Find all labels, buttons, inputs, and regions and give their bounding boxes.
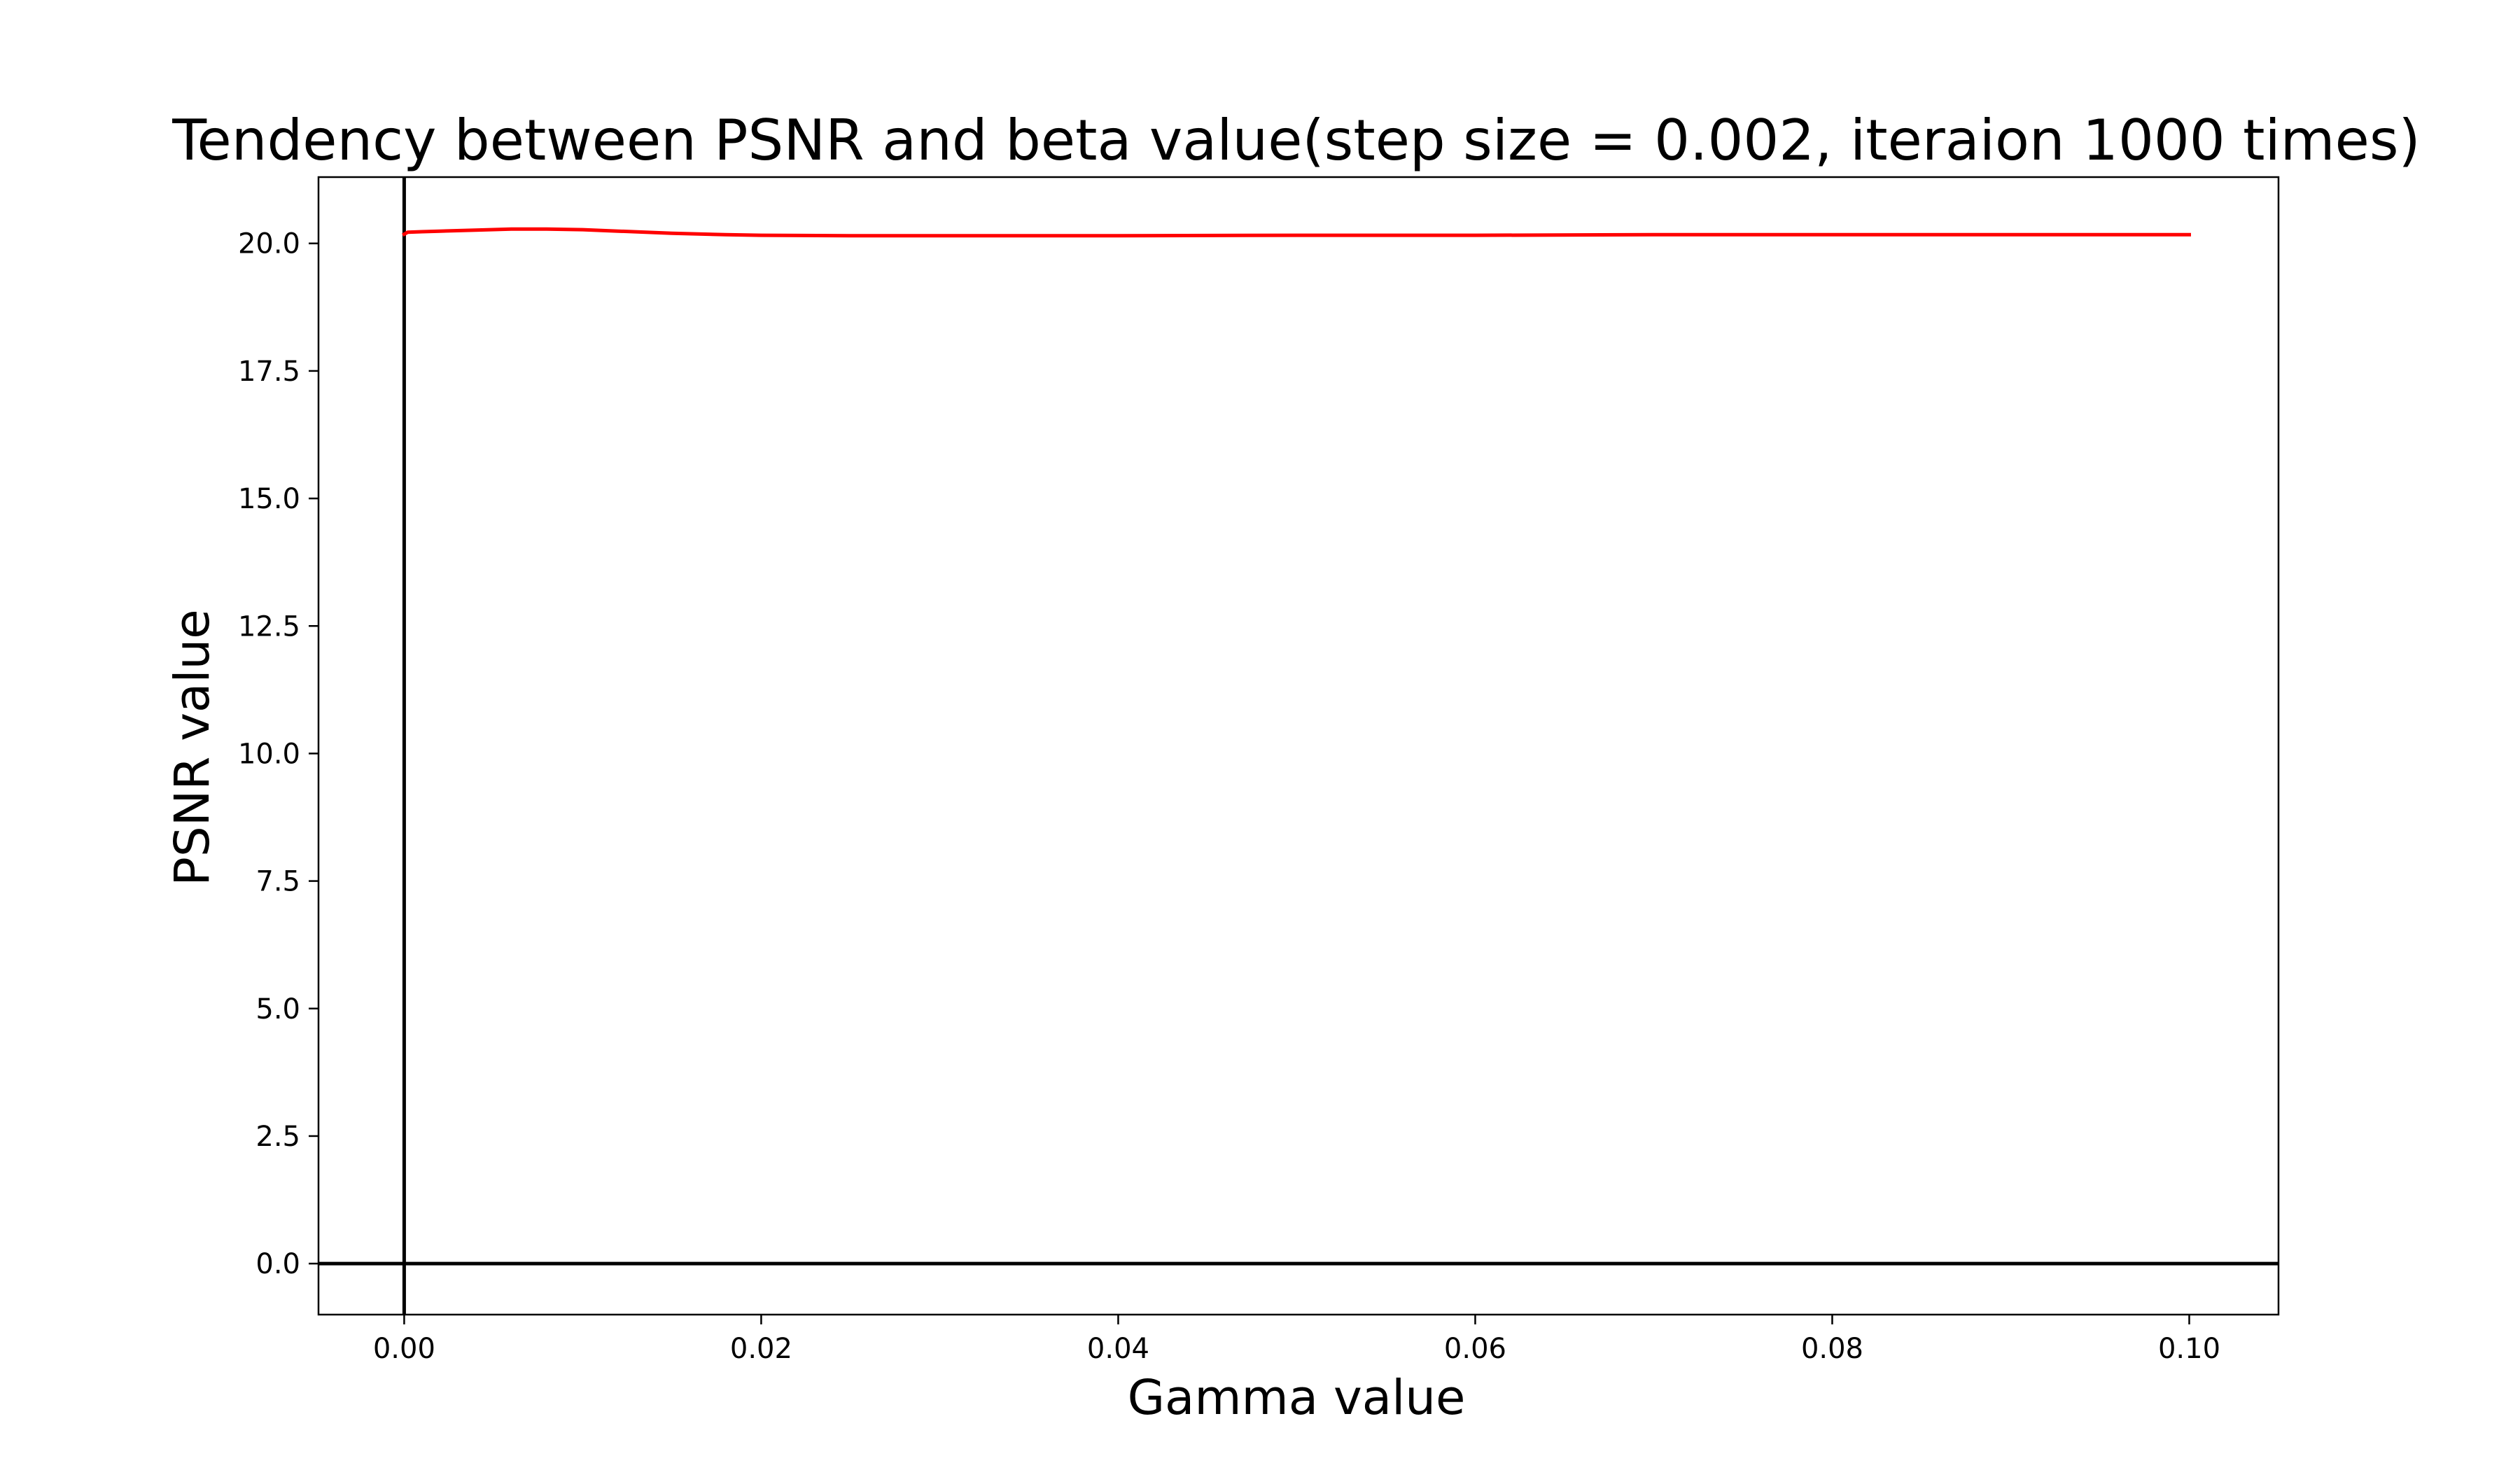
y-tick-label: 5.0 — [255, 993, 300, 1026]
y-tick-label: 2.5 — [255, 1121, 300, 1153]
x-tick-label: 0.08 — [1801, 1333, 1863, 1365]
y-tick-label: 20.0 — [238, 228, 300, 260]
y-tick-label: 7.5 — [255, 866, 300, 898]
x-tick-label: 0.06 — [1444, 1333, 1506, 1365]
x-tick-label: 0.00 — [373, 1333, 435, 1365]
x-axis: 0.00 0.02 0.04 0.06 0.08 0.10 — [373, 1315, 2220, 1365]
y-tick-label: 17.5 — [238, 356, 300, 388]
x-tick-label: 0.04 — [1087, 1333, 1149, 1365]
y-tick-label: 10.0 — [238, 738, 300, 770]
x-tick-label: 0.10 — [2158, 1333, 2220, 1365]
x-axis-label: Gamma value — [1128, 1370, 1466, 1426]
series-line-1 — [401, 227, 2191, 238]
y-tick-label: 0.0 — [255, 1248, 300, 1280]
y-tick-label: 12.5 — [238, 610, 300, 643]
y-axis: 0.0 2.5 5.0 7.5 10.0 12.5 15.0 17.5 20.0 — [238, 228, 318, 1280]
y-axis-label: PSNR value — [164, 609, 220, 886]
chart-title: Tendency between PSNR and beta value(ste… — [172, 108, 2420, 173]
plot-frame — [317, 176, 2280, 1316]
plot-area — [317, 176, 2280, 1316]
x-tick-label: 0.02 — [730, 1333, 792, 1365]
y-tick-label: 15.0 — [238, 483, 300, 515]
